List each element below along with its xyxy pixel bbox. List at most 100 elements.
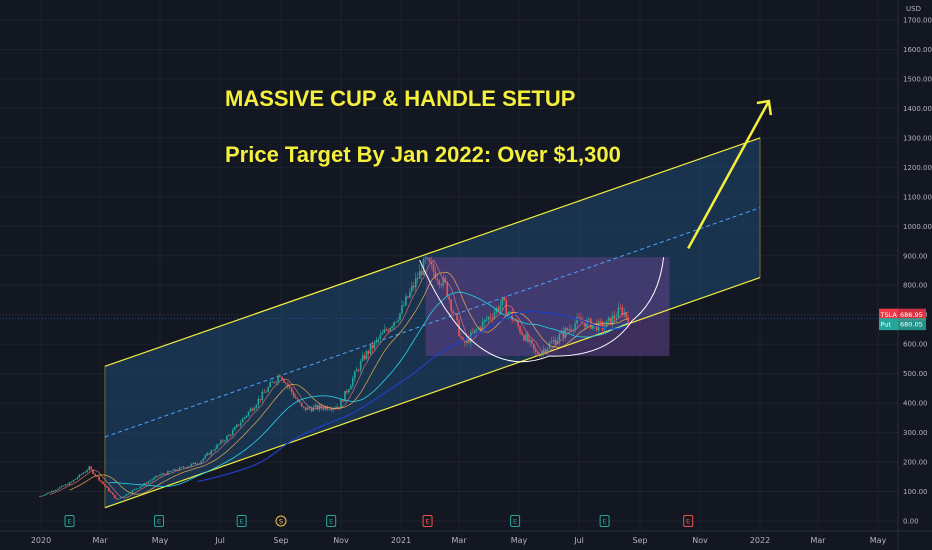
candle-body [472, 332, 474, 334]
earnings-marker: E [422, 515, 433, 527]
candle-body [159, 474, 161, 477]
candle-body [163, 473, 165, 475]
candle-body [292, 392, 295, 397]
candle-body [418, 270, 421, 279]
candle-body [316, 405, 319, 410]
candle-body [249, 408, 252, 412]
candle-body [381, 332, 384, 335]
candle-body [149, 480, 151, 482]
candle-body [310, 408, 313, 412]
candle-body [595, 323, 598, 331]
candle-body [401, 305, 403, 314]
candle-body [161, 473, 163, 475]
candle-body [100, 480, 102, 482]
candle-body [562, 330, 565, 338]
price-axis[interactable]: USD 1700.00 1600.00 1500.00 1400.00 1300.00 1… [903, 5, 932, 526]
candle-body [385, 329, 388, 331]
candle-body [224, 440, 226, 442]
y-tick-label: 1200.00 [903, 164, 932, 172]
candle-body [267, 387, 270, 392]
candle-body [621, 307, 624, 315]
candle-body [322, 408, 325, 410]
candle-body [143, 483, 146, 486]
candle-body [72, 480, 75, 482]
candle-body [365, 351, 368, 360]
candle-body [104, 483, 106, 487]
candle-body [251, 408, 254, 411]
candle-body [259, 398, 262, 400]
event-marker-label: E [426, 518, 430, 526]
y-tick-label: 1500.00 [903, 75, 932, 83]
candle-body [84, 471, 87, 473]
y-tick-label: 600.00 [903, 341, 928, 349]
candle-body [123, 495, 126, 497]
cup-arc [419, 259, 633, 363]
candle-body [281, 376, 283, 380]
candle-body [454, 313, 456, 315]
candle-body [538, 355, 541, 357]
candle-body [289, 386, 291, 388]
drawings-layer [104, 137, 761, 509]
candle-body [615, 317, 618, 319]
price-tag-label-bg [879, 318, 898, 331]
headline-annotations: MASSIVE CUP & HANDLE SETUP Price Target … [225, 86, 621, 167]
candle-body [45, 493, 47, 496]
candle-body [76, 477, 79, 479]
candle-body [62, 485, 65, 487]
candle-body [540, 352, 543, 357]
candle-body [432, 264, 435, 272]
candle-body [460, 336, 462, 338]
time-axis[interactable]: 2020 Mar May Jul Sep Nov 2021 Mar May Jul Sep Nov 20… [31, 536, 887, 545]
candle-body [39, 496, 41, 498]
candle-body [534, 349, 537, 352]
event-marker-label: E [603, 518, 607, 526]
candle-body [497, 307, 500, 311]
price-tag: Put 680.05 [879, 318, 926, 331]
candle-body [519, 326, 521, 333]
candle-body [346, 390, 348, 393]
y-tick-label: 800.00 [903, 282, 928, 290]
candle-body [58, 487, 61, 489]
candle-body [483, 319, 486, 322]
x-tick-label: Nov [692, 536, 708, 545]
x-tick-label: May [511, 536, 528, 545]
candle-body [64, 484, 67, 486]
event-marker-label: E [157, 518, 161, 526]
candle-body [127, 493, 130, 495]
candle-body [391, 326, 393, 328]
candle-body [387, 330, 390, 332]
earnings-marker-icon [599, 515, 610, 527]
candle-body [411, 285, 413, 292]
candle-body [328, 409, 330, 411]
candle-body [92, 469, 94, 474]
candle-body [397, 320, 399, 322]
candle-body [613, 315, 616, 319]
x-tick-label: Nov [333, 536, 349, 545]
x-tick-label: 2022 [750, 536, 770, 545]
candle-body [169, 471, 171, 472]
candle-body [51, 490, 53, 493]
candle-body [43, 495, 45, 496]
candle-body [570, 328, 572, 331]
candle-body [253, 408, 256, 411]
candle-body [66, 484, 69, 486]
candle-body [296, 398, 299, 402]
candle-body [117, 498, 120, 500]
ma-mid-line [69, 271, 629, 495]
candle-body [440, 284, 443, 286]
candle-body [503, 297, 506, 301]
candle-body [285, 382, 287, 384]
candle-body [86, 470, 89, 472]
earnings-marker: E [236, 515, 247, 527]
candle-body [261, 391, 264, 400]
candle-body [446, 281, 449, 297]
candle-body [513, 320, 515, 321]
candle-body [283, 379, 285, 383]
candle-body [263, 391, 266, 393]
candle-body [444, 277, 447, 282]
candle-body [558, 334, 561, 341]
earnings-marker-icon [683, 515, 694, 527]
candle-body [112, 492, 114, 495]
